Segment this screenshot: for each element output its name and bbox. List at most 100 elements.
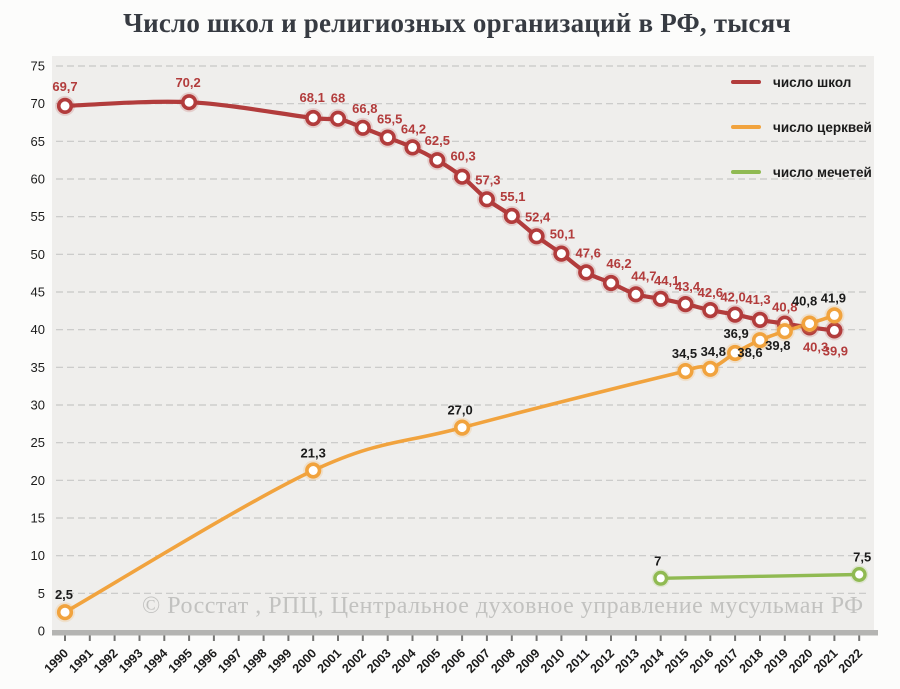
mosques-line-swatch	[731, 169, 761, 175]
svg-text:44,1: 44,1	[654, 273, 679, 288]
svg-text:40,8: 40,8	[772, 300, 797, 315]
svg-text:1990: 1990	[42, 646, 72, 676]
svg-text:69,7: 69,7	[52, 79, 77, 94]
svg-text:2014: 2014	[637, 646, 667, 676]
churches-data-labels: 2,5 21,3 27,0 34,5 34,8 36,9 38,6 39,8 40,8 41,9	[55, 290, 846, 602]
svg-text:2000: 2000	[290, 646, 320, 676]
svg-text:68,1: 68,1	[300, 90, 325, 105]
svg-text:2012: 2012	[588, 646, 618, 676]
svg-text:39,9: 39,9	[823, 343, 848, 358]
schools-data-labels: 69,7 70,2 68,1 68 66,865,564,262,560,357,355…	[52, 75, 848, 358]
svg-text:40,3: 40,3	[803, 339, 828, 354]
svg-text:2,5: 2,5	[55, 587, 73, 602]
svg-text:36,9: 36,9	[723, 326, 748, 341]
svg-text:1997: 1997	[215, 646, 245, 676]
svg-text:10: 10	[31, 548, 45, 563]
svg-text:41,9: 41,9	[821, 290, 846, 305]
svg-text:0: 0	[38, 624, 45, 639]
svg-text:65,5: 65,5	[377, 112, 402, 127]
legend: число школ число церквей число мечетей	[731, 72, 872, 182]
svg-text:50: 50	[31, 247, 45, 262]
svg-text:65: 65	[31, 134, 45, 149]
svg-text:2020: 2020	[786, 646, 816, 676]
svg-text:47,6: 47,6	[576, 245, 601, 260]
svg-text:1999: 1999	[265, 646, 295, 676]
svg-text:1998: 1998	[240, 646, 270, 676]
svg-text:2009: 2009	[513, 646, 543, 676]
svg-text:2007: 2007	[463, 646, 493, 676]
svg-text:1994: 1994	[141, 646, 171, 676]
svg-text:2011: 2011	[563, 646, 592, 675]
svg-text:40,8: 40,8	[792, 294, 817, 309]
svg-text:60: 60	[31, 172, 45, 187]
gridlines	[56, 65, 870, 594]
svg-text:2002: 2002	[339, 646, 369, 676]
svg-text:7: 7	[654, 553, 661, 568]
legend-item-mosques: число мечетей	[731, 162, 872, 182]
mosques-markers	[651, 565, 869, 588]
svg-text:39,8: 39,8	[765, 338, 790, 353]
svg-text:46,2: 46,2	[606, 256, 631, 271]
svg-text:42,6: 42,6	[698, 285, 723, 300]
svg-text:21,3: 21,3	[301, 446, 326, 461]
churches-markers	[55, 305, 845, 623]
svg-text:66,8: 66,8	[352, 101, 377, 116]
svg-text:55: 55	[31, 209, 45, 224]
schools-line-swatch	[731, 79, 761, 85]
svg-text:62,5: 62,5	[425, 133, 450, 148]
legend-label-mosques: число мечетей	[773, 164, 872, 180]
svg-text:50,1: 50,1	[550, 227, 575, 242]
mosques-data-labels: 7 7,5	[654, 550, 871, 569]
plot-area	[52, 56, 874, 632]
legend-item-churches: число церквей	[731, 117, 872, 137]
svg-text:64,2: 64,2	[401, 121, 426, 136]
svg-text:2021: 2021	[811, 646, 841, 676]
svg-text:60,3: 60,3	[450, 149, 475, 164]
svg-text:2019: 2019	[761, 646, 791, 676]
chart-title: Число школ и религиозных организаций в Р…	[123, 8, 791, 38]
svg-text:41,3: 41,3	[745, 292, 770, 307]
svg-text:5: 5	[38, 586, 45, 601]
legend-item-schools: число школ	[731, 72, 872, 92]
svg-text:1995: 1995	[166, 646, 196, 676]
svg-text:57,3: 57,3	[475, 172, 500, 187]
svg-text:2005: 2005	[414, 646, 444, 676]
y-axis-labels: 0 5 10 15 20 25 30 35 40 45 50 55 60 65 70 75	[31, 59, 45, 639]
svg-text:2016: 2016	[687, 646, 717, 676]
churches-line-swatch	[731, 124, 761, 130]
svg-text:2006: 2006	[439, 646, 469, 676]
source-watermark: © Росстат , РПЦ, Центральное духовное уп…	[142, 593, 864, 619]
svg-text:2010: 2010	[538, 646, 568, 676]
svg-text:30: 30	[31, 398, 45, 413]
svg-text:2018: 2018	[737, 646, 767, 676]
svg-text:75: 75	[31, 59, 45, 74]
svg-text:55,1: 55,1	[500, 189, 525, 204]
svg-text:2008: 2008	[488, 646, 518, 676]
svg-text:70: 70	[31, 96, 45, 111]
svg-text:2003: 2003	[364, 646, 394, 676]
svg-text:1996: 1996	[190, 646, 220, 676]
svg-text:34,5: 34,5	[672, 346, 697, 361]
svg-text:43,4: 43,4	[675, 279, 701, 294]
svg-text:44,7: 44,7	[631, 268, 656, 283]
svg-text:52,4: 52,4	[525, 209, 551, 224]
mosques-line	[658, 572, 861, 580]
svg-text:2001: 2001	[315, 646, 345, 676]
svg-text:1991: 1991	[66, 646, 96, 676]
svg-text:2015: 2015	[662, 646, 692, 676]
svg-text:15: 15	[31, 511, 45, 526]
x-axis	[52, 630, 878, 641]
svg-text:34,8: 34,8	[701, 344, 726, 359]
legend-label-churches: число церквей	[773, 119, 872, 135]
svg-text:45: 45	[31, 285, 45, 300]
svg-text:25: 25	[31, 435, 45, 450]
svg-text:1993: 1993	[116, 646, 146, 676]
svg-text:70,2: 70,2	[175, 75, 200, 90]
svg-text:1992: 1992	[91, 646, 121, 676]
svg-text:35: 35	[31, 360, 45, 375]
x-axis-labels: 1990199119921993199419951996199719981999…	[42, 646, 866, 676]
svg-text:2017: 2017	[712, 646, 742, 676]
svg-text:2013: 2013	[612, 646, 642, 676]
